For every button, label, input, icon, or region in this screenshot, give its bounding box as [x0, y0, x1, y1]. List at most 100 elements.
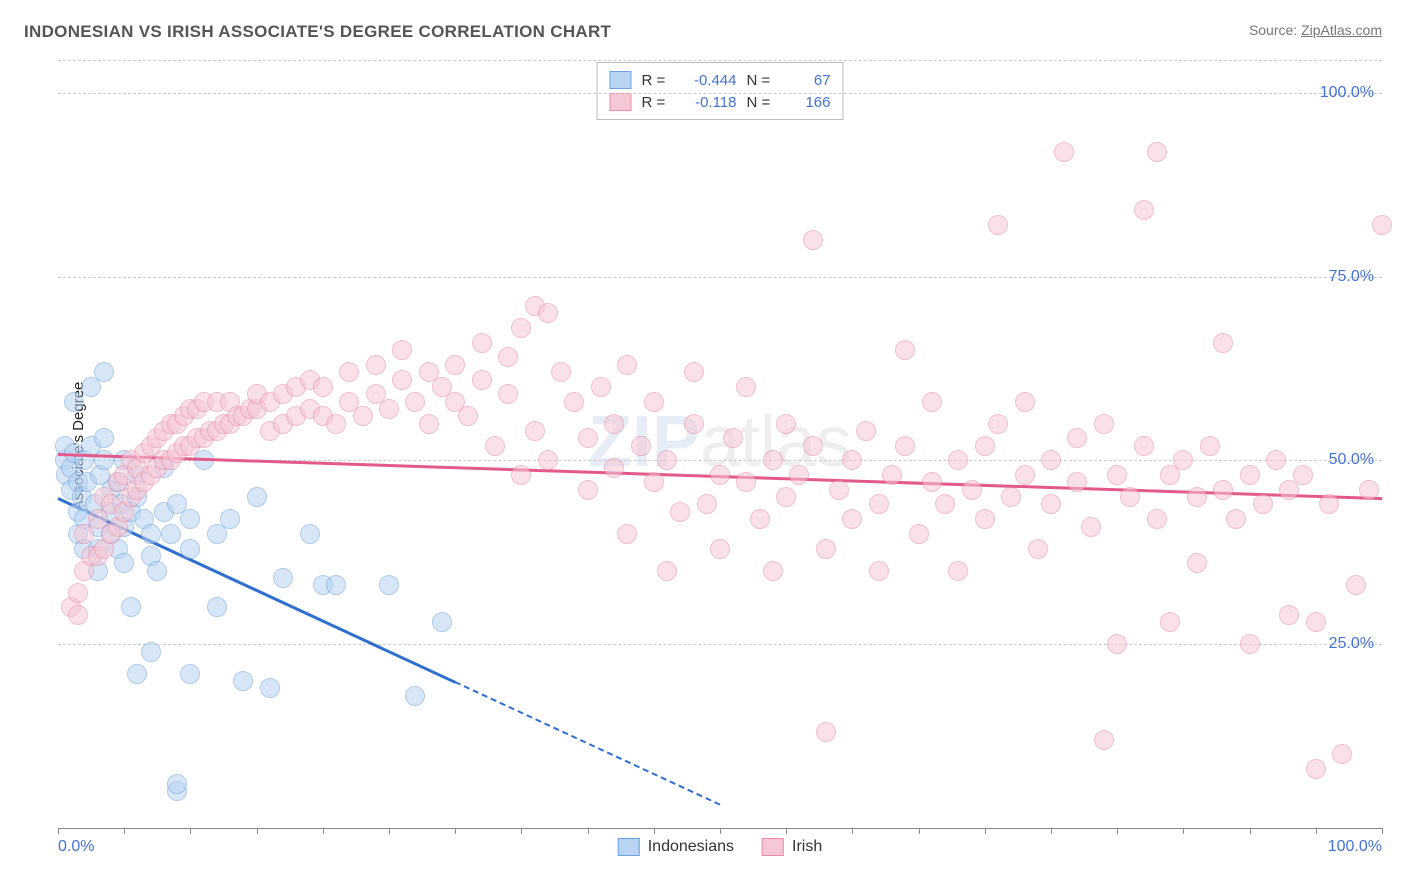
data-point	[498, 347, 518, 367]
data-point	[313, 377, 333, 397]
data-point	[975, 436, 995, 456]
data-point	[1028, 539, 1048, 559]
source-prefix: Source:	[1249, 22, 1301, 38]
data-point	[578, 480, 598, 500]
data-point	[789, 465, 809, 485]
data-point	[1160, 612, 1180, 632]
source-attribution: Source: ZipAtlas.com	[1249, 22, 1382, 38]
data-point	[432, 612, 452, 632]
scatter-plot-area: ZIPatlas R =-0.444N =67R =-0.118N =166 I…	[58, 56, 1382, 829]
data-point	[1120, 487, 1140, 507]
data-point	[803, 436, 823, 456]
data-point	[405, 686, 425, 706]
stat-row: R =-0.118N =166	[610, 91, 831, 113]
data-point	[882, 465, 902, 485]
data-point	[869, 561, 889, 581]
data-point	[975, 509, 995, 529]
data-point	[684, 414, 704, 434]
data-point	[1319, 494, 1339, 514]
data-point	[326, 414, 346, 434]
data-point	[260, 678, 280, 698]
data-point	[538, 450, 558, 470]
stat-value-r: -0.444	[682, 72, 737, 89]
data-point	[1372, 215, 1392, 235]
x-tick	[1183, 828, 1184, 834]
x-tick-label: 100.0%	[1328, 838, 1382, 856]
data-point	[1041, 494, 1061, 514]
x-tick	[1250, 828, 1251, 834]
data-point	[631, 436, 651, 456]
data-point	[1067, 472, 1087, 492]
data-point	[1015, 465, 1035, 485]
data-point	[644, 472, 664, 492]
data-point	[1134, 436, 1154, 456]
data-point	[617, 524, 637, 544]
data-point	[578, 428, 598, 448]
x-tick	[521, 828, 522, 834]
legend: IndonesiansIrish	[618, 838, 823, 856]
stat-label-n: N =	[747, 94, 781, 111]
data-point	[1147, 142, 1167, 162]
x-tick	[654, 828, 655, 834]
data-point	[94, 362, 114, 382]
data-point	[68, 583, 88, 603]
data-point	[1346, 575, 1366, 595]
correlation-stats-box: R =-0.444N =67R =-0.118N =166	[597, 62, 844, 120]
data-point	[803, 230, 823, 250]
data-point	[419, 414, 439, 434]
data-point	[525, 421, 545, 441]
data-point	[94, 428, 114, 448]
data-point	[1067, 428, 1087, 448]
data-point	[948, 561, 968, 581]
data-point	[392, 340, 412, 360]
x-tick	[720, 828, 721, 834]
legend-swatch	[618, 838, 640, 856]
data-point	[1279, 605, 1299, 625]
source-link[interactable]: ZipAtlas.com	[1301, 22, 1382, 38]
x-tick	[1382, 828, 1383, 834]
data-point	[1226, 509, 1246, 529]
gridline	[58, 60, 1382, 61]
data-point	[1081, 517, 1101, 537]
data-point	[829, 480, 849, 500]
data-point	[869, 494, 889, 514]
stat-value-r: -0.118	[682, 94, 737, 111]
data-point	[207, 597, 227, 617]
x-tick	[455, 828, 456, 834]
data-point	[750, 509, 770, 529]
data-point	[127, 664, 147, 684]
data-point	[233, 671, 253, 691]
trend-line-dashed	[455, 681, 721, 805]
data-point	[300, 524, 320, 544]
x-tick	[190, 828, 191, 834]
data-point	[511, 318, 531, 338]
x-tick	[985, 828, 986, 834]
data-point	[1213, 480, 1233, 500]
data-point	[114, 553, 134, 573]
data-point	[1134, 200, 1154, 220]
x-tick	[786, 828, 787, 834]
data-point	[763, 561, 783, 581]
data-point	[684, 362, 704, 382]
data-point	[1240, 465, 1260, 485]
data-point	[935, 494, 955, 514]
data-point	[1240, 634, 1260, 654]
data-point	[511, 465, 531, 485]
data-point	[1015, 392, 1035, 412]
data-point	[736, 377, 756, 397]
data-point	[247, 487, 267, 507]
stat-value-n: 67	[791, 72, 831, 89]
legend-swatch	[762, 838, 784, 856]
x-tick	[58, 828, 59, 834]
x-tick	[588, 828, 589, 834]
gridline	[58, 93, 1382, 94]
data-point	[326, 575, 346, 595]
data-point	[1041, 450, 1061, 470]
data-point	[366, 355, 386, 375]
series-swatch	[610, 71, 632, 89]
data-point	[710, 465, 730, 485]
data-point	[816, 722, 836, 742]
data-point	[538, 303, 558, 323]
data-point	[392, 370, 412, 390]
data-point	[273, 568, 293, 588]
